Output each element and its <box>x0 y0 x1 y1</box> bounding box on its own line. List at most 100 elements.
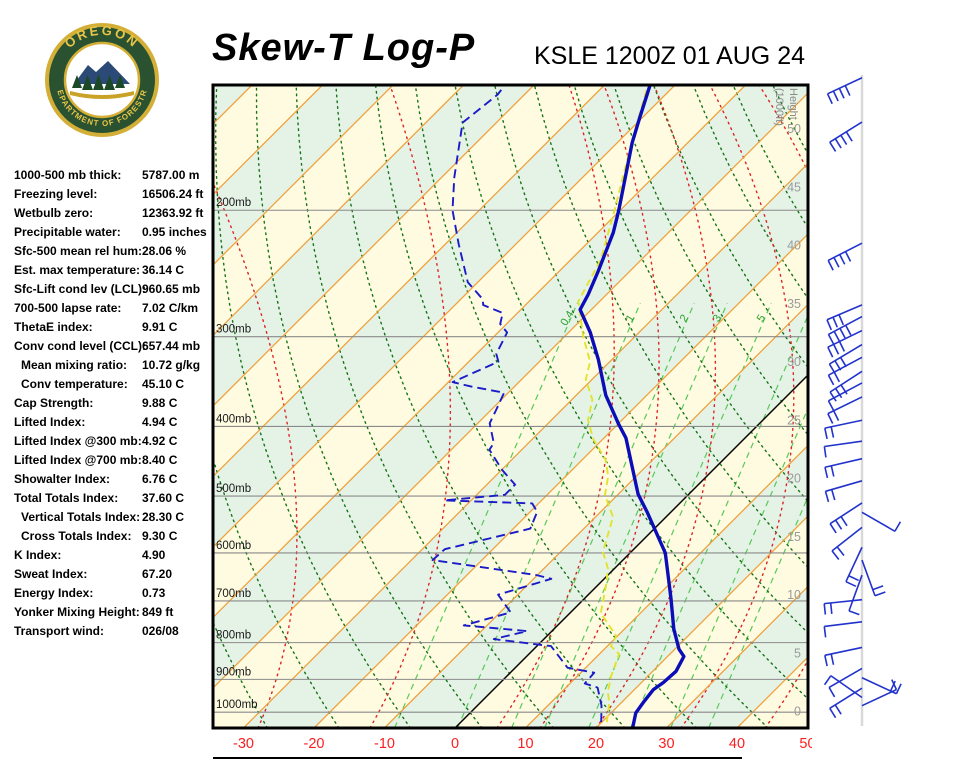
index-label: Conv cond level (CCL): <box>14 339 147 353</box>
wind-barb <box>824 480 863 503</box>
index-row: Wetbulb zero: 12363.92 ft <box>14 204 214 223</box>
dry-adiabats <box>213 85 808 728</box>
index-label: Transport wind: <box>14 624 104 638</box>
wind-barb <box>848 574 863 616</box>
pressure-label: 1000mb <box>216 699 258 711</box>
freezing-isotherm <box>454 374 808 728</box>
index-label: Sfc-500 mean rel hum: <box>14 244 143 258</box>
index-label: Sfc-Lift cond lev (LCL): <box>14 282 146 296</box>
pressure-grid: 200mb 300mb 400mb 500mb 600mb 700mb 800mb 900mb… <box>213 197 808 713</box>
index-value: 16506.24 ft <box>142 187 204 201</box>
wind-barb <box>861 511 902 532</box>
index-row: Cap Strength: 9.88 C <box>14 394 214 413</box>
mixing-ratio-label: 2 <box>678 313 691 325</box>
index-value: 12363.92 ft <box>142 206 204 220</box>
page-title: Skew-T Log-P <box>212 27 476 69</box>
wind-barb <box>827 396 863 424</box>
height-label: 20 <box>787 472 801 486</box>
index-row: Lifted Index @700 mb: 8.40 C <box>14 451 214 470</box>
station-datetime: KSLE 1200Z 01 AUG 24 <box>534 42 806 70</box>
index-row: Energy Index: 0.73 <box>14 584 214 603</box>
wind-barb <box>829 370 863 402</box>
wind-barb <box>823 621 863 638</box>
temp-tick-label: 30 <box>658 736 674 752</box>
height-label: 5 <box>794 646 801 660</box>
index-label: Wetbulb zero: <box>14 206 94 220</box>
wind-barb <box>823 440 863 458</box>
index-row: K Index: 4.90 <box>14 546 214 565</box>
index-value: 45.10 C <box>142 377 185 391</box>
index-row: Conv temperature: 45.10 C <box>14 375 214 394</box>
index-row: Sfc-500 mean rel hum: 28.06 % <box>14 242 214 261</box>
wet_bulb-trace <box>577 85 649 723</box>
index-label: Total Totals Index: <box>14 491 119 505</box>
wind-barb <box>829 121 863 152</box>
temperature-trace <box>578 85 686 728</box>
height-label: 15 <box>787 530 801 544</box>
temp-tick-label: 0 <box>451 736 459 752</box>
height-label: 10 <box>787 588 801 602</box>
height-label: 35 <box>787 297 801 311</box>
wind-barb <box>826 304 863 331</box>
index-label: Freezing level: <box>14 187 98 201</box>
index-label: 1000-500 mb thick: <box>14 168 122 182</box>
index-value: 9.91 C <box>142 320 178 334</box>
temp-axis-labels: -30 -20 -10 0 10 20 30 40 50 <box>233 736 815 752</box>
index-label: K Index: <box>14 548 62 562</box>
index-row: 700-500 lapse rate: 7.02 C/km <box>14 299 214 318</box>
wind-barb <box>831 526 863 560</box>
index-label: Mean mixing ratio: <box>21 358 128 372</box>
wind-barb <box>829 687 863 719</box>
index-value: 0.73 <box>142 586 166 600</box>
index-value: 36.14 C <box>142 263 185 277</box>
index-label: Cross Totals Index: <box>21 529 132 543</box>
index-row: Lifted Index: 4.94 C <box>14 413 214 432</box>
wind-barb <box>827 356 863 386</box>
index-label: Energy Index: <box>14 586 94 600</box>
temp-tick-label: 50 <box>799 736 815 752</box>
index-row: Mean mixing ratio: 10.72 g/kg <box>14 356 214 375</box>
indices-panel: 1000-500 mb thick: 5787.00 m Freezing leve… <box>14 166 214 641</box>
temp-tick-label: -20 <box>304 736 325 752</box>
index-row: Showalter Index: 6.76 C <box>14 470 214 489</box>
index-row: Cross Totals Index: 9.30 C <box>14 527 214 546</box>
index-label: Precipitable water: <box>14 225 121 239</box>
wind-barb <box>824 646 863 667</box>
wind-barb <box>828 343 863 374</box>
index-row: Transport wind: 026/08 <box>14 622 214 641</box>
wind-barb <box>827 242 863 271</box>
pressure-label: 800mb <box>216 630 251 642</box>
wind-barb <box>824 419 863 440</box>
index-label: 700-500 lapse rate: <box>14 301 122 315</box>
wind-barb <box>861 679 898 707</box>
index-label: Cap Strength: <box>14 396 94 410</box>
index-value: 8.40 C <box>142 453 178 467</box>
index-value: 10.72 g/kg <box>142 358 201 372</box>
index-label: ThetaE index: <box>14 320 93 334</box>
chart-border <box>211 83 810 730</box>
index-value: 657.44 mb <box>142 339 201 353</box>
pressure-label: 900mb <box>216 666 251 678</box>
index-label: Lifted Index @300 mb: <box>14 434 142 448</box>
wind-barb <box>826 77 863 105</box>
height-label: 0 <box>794 705 801 719</box>
sounding-traces <box>431 85 686 728</box>
wind-barbs <box>823 75 902 726</box>
wind-barb <box>823 675 863 699</box>
wind-barb <box>824 457 863 479</box>
pressure-label: 500mb <box>216 483 251 495</box>
index-row: Lifted Index @300 mb: 4.92 C <box>14 432 214 451</box>
index-label: Showalter Index: <box>14 472 111 486</box>
index-value: 5787.00 m <box>142 168 200 182</box>
mixing-ratio-lines <box>394 302 808 728</box>
height-label: 50 <box>787 122 801 136</box>
index-label: Est. max temperature: <box>14 263 141 277</box>
height-label: 25 <box>787 413 801 427</box>
index-value: 6.76 C <box>142 472 178 486</box>
mixing-ratio-label: 5 <box>755 313 768 325</box>
pressure-label: 700mb <box>216 588 251 600</box>
index-row: ThetaE index: 9.91 C <box>14 318 214 337</box>
index-row: Vertical Totals Index: 28.30 C <box>14 508 214 527</box>
